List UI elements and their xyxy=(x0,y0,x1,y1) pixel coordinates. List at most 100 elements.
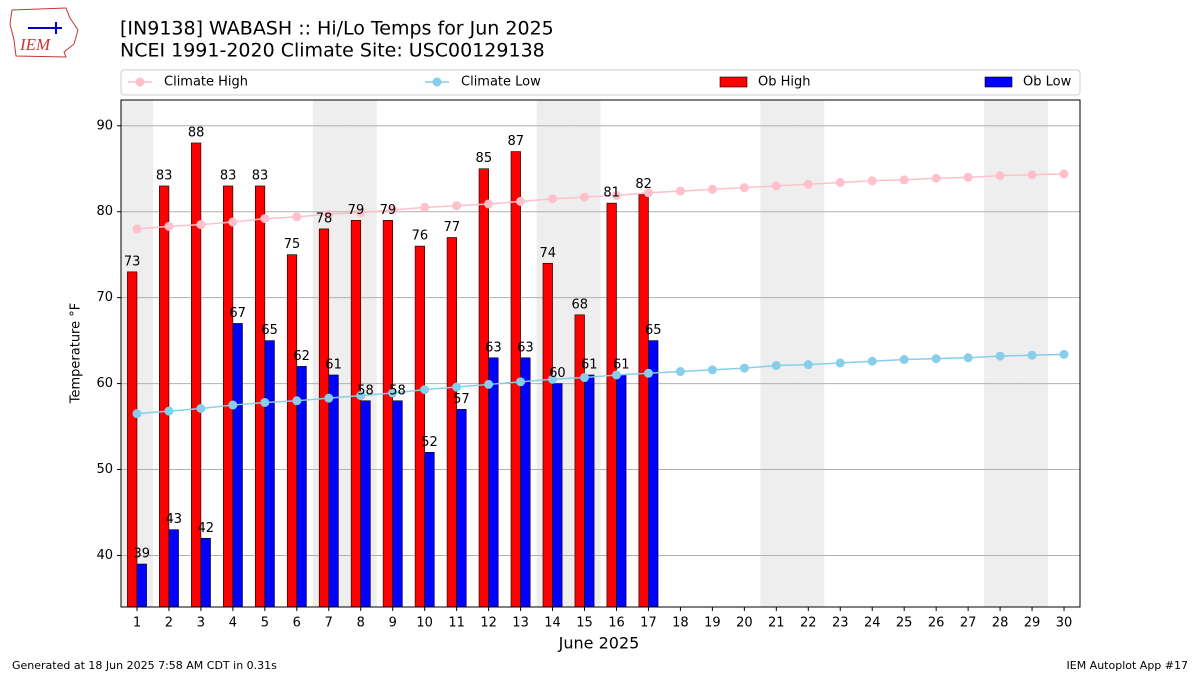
legend-label: Ob High xyxy=(758,75,811,90)
data-label: 88 xyxy=(188,125,205,140)
legend-label: Climate Low xyxy=(461,75,541,90)
data-label: 61 xyxy=(581,357,598,372)
point xyxy=(611,370,621,380)
point xyxy=(739,363,749,373)
data-label: 52 xyxy=(421,435,438,450)
logo: IEM xyxy=(9,7,79,58)
point xyxy=(292,212,302,222)
bar xyxy=(488,357,499,608)
x-tick-label: 13 xyxy=(512,616,529,631)
point xyxy=(548,374,558,384)
point xyxy=(803,360,813,370)
data-label: 73 xyxy=(124,254,141,269)
legend-marker xyxy=(432,77,442,87)
point xyxy=(196,220,206,230)
x-tick-label: 9 xyxy=(389,616,397,631)
point xyxy=(388,388,398,398)
bar xyxy=(584,374,595,608)
point xyxy=(132,224,142,234)
footer-left: Generated at 18 Jun 2025 7:58 AM CDT in … xyxy=(12,659,277,672)
legend-swatch xyxy=(984,76,1013,88)
bar xyxy=(200,537,211,608)
legend-box xyxy=(120,69,1081,96)
bar xyxy=(520,357,531,608)
bar xyxy=(382,220,394,608)
point xyxy=(164,406,174,416)
data-label: 43 xyxy=(165,512,182,527)
point xyxy=(484,199,494,209)
y-tick-label: 50 xyxy=(96,462,113,477)
bar xyxy=(254,185,266,608)
bar xyxy=(552,383,563,608)
point xyxy=(260,397,270,407)
point xyxy=(867,176,877,186)
point xyxy=(548,194,558,204)
data-label: 77 xyxy=(444,220,461,235)
point xyxy=(739,183,749,193)
point xyxy=(675,367,685,377)
data-label: 39 xyxy=(134,547,151,562)
y-axis-label: Temperature °F xyxy=(69,303,84,404)
point xyxy=(388,205,398,215)
bar xyxy=(350,220,362,608)
data-label: 79 xyxy=(380,203,397,218)
point xyxy=(260,214,270,224)
point xyxy=(995,351,1005,361)
y-tick-label: 80 xyxy=(96,204,113,219)
bar xyxy=(648,340,659,608)
data-label: 65 xyxy=(645,323,662,338)
point xyxy=(484,379,494,389)
data-label: 42 xyxy=(197,521,214,536)
bar xyxy=(392,400,403,608)
point xyxy=(132,409,142,419)
point xyxy=(1027,350,1037,360)
logo-text: IEM xyxy=(19,35,51,54)
x-tick-label: 19 xyxy=(704,616,721,631)
point xyxy=(452,201,462,211)
point xyxy=(963,353,973,363)
bar xyxy=(360,400,371,608)
point xyxy=(963,172,973,182)
x-tick-label: 2 xyxy=(165,616,173,631)
point xyxy=(675,186,685,196)
point xyxy=(771,181,781,191)
data-label: 68 xyxy=(571,297,588,312)
bar xyxy=(318,228,330,608)
x-tick-label: 27 xyxy=(960,616,977,631)
line xyxy=(136,173,1065,230)
bar xyxy=(616,374,627,608)
point xyxy=(707,365,717,375)
bar xyxy=(328,374,339,608)
point xyxy=(324,209,334,219)
data-label: 83 xyxy=(156,168,173,183)
bar xyxy=(232,323,243,608)
point xyxy=(164,221,174,231)
x-tick-label: 15 xyxy=(576,616,593,631)
x-tick-label: 28 xyxy=(992,616,1009,631)
point xyxy=(1027,170,1037,180)
data-label: 75 xyxy=(284,237,301,252)
point xyxy=(611,190,621,200)
point xyxy=(643,368,653,378)
x-tick-label: 25 xyxy=(896,616,913,631)
x-tick-label: 29 xyxy=(1024,616,1041,631)
point xyxy=(835,177,845,187)
point xyxy=(228,217,238,227)
x-tick-label: 12 xyxy=(480,616,497,631)
point xyxy=(580,192,590,202)
data-label: 82 xyxy=(635,177,652,192)
bar xyxy=(222,185,234,608)
point xyxy=(356,391,366,401)
data-label: 60 xyxy=(549,366,566,381)
data-label: 67 xyxy=(229,306,246,321)
bar xyxy=(136,563,147,608)
point xyxy=(643,188,653,198)
y-tick-label: 40 xyxy=(96,548,113,563)
data-label: 78 xyxy=(316,211,333,226)
point xyxy=(324,393,334,403)
x-tick-label: 20 xyxy=(736,616,753,631)
point xyxy=(196,403,206,413)
x-tick-label: 8 xyxy=(357,616,365,631)
point xyxy=(452,382,462,392)
